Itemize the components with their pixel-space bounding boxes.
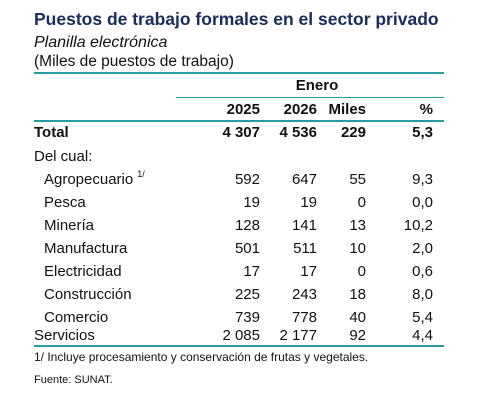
- col-header-pct: %: [419, 101, 433, 118]
- cell-pct: 9,3: [412, 171, 433, 188]
- cell-miles: 40: [349, 309, 366, 326]
- cell-miles: 55: [349, 171, 366, 188]
- header-rule: [34, 120, 444, 122]
- row-label: Comercio: [44, 309, 109, 326]
- footnote-marker: 1/: [137, 169, 145, 179]
- row-label: Electricidad: [44, 263, 122, 280]
- row-label: Minería: [44, 217, 95, 234]
- cell-miles: 229: [340, 124, 366, 141]
- page-title: Puestos de trabajo formales en el sector…: [34, 9, 439, 29]
- bottom-rule: [34, 345, 444, 347]
- col-header-2026: 2026: [283, 101, 317, 118]
- cell-pct: 2,0: [412, 240, 433, 257]
- cell-2026: 511: [293, 240, 317, 257]
- row-label: Manufactura: [44, 240, 128, 257]
- cell-miles: 0: [357, 194, 366, 211]
- cell-2025: 2 085: [222, 327, 260, 344]
- page-subtitle: Planilla electrónica: [34, 34, 168, 51]
- section-label: Del cual:: [34, 148, 93, 165]
- group-header-enero: Enero: [295, 77, 339, 94]
- cell-2026: 2 177: [279, 327, 317, 344]
- col-header-2025: 2025: [226, 101, 260, 118]
- cell-miles: 13: [349, 217, 366, 234]
- cell-pct: 5,3: [412, 124, 433, 141]
- top-rule: [34, 72, 444, 74]
- row-label: Construcción: [44, 286, 132, 303]
- cell-pct: 0,6: [412, 263, 433, 280]
- cell-2025: 128: [234, 217, 260, 234]
- cell-2026: 4 536: [279, 124, 317, 141]
- cell-2026: 778: [291, 309, 317, 326]
- unit-label: (Miles de puestos de trabajo): [34, 53, 234, 70]
- cell-2025: 225: [234, 286, 260, 303]
- row-label: Agropecuario 1/: [44, 169, 145, 188]
- cell-2025: 17: [243, 263, 260, 280]
- cell-miles: 92: [349, 327, 366, 344]
- cell-pct: 5,4: [412, 309, 433, 326]
- cell-miles: 18: [349, 286, 366, 303]
- row-label-text: Agropecuario: [44, 171, 134, 188]
- cell-2025: 592: [234, 171, 260, 188]
- cell-pct: 8,0: [412, 286, 433, 303]
- row-label: Pesca: [44, 194, 86, 211]
- cell-pct: 0,0: [412, 194, 433, 211]
- cell-miles: 10: [349, 240, 366, 257]
- cell-2025: 19: [243, 194, 260, 211]
- cell-2025: 4 307: [222, 124, 260, 141]
- cell-2026: 243: [291, 286, 317, 303]
- cell-pct: 4,4: [412, 327, 433, 344]
- cell-2026: 19: [300, 194, 317, 211]
- cell-pct: 10,2: [403, 217, 433, 234]
- cell-2025: 739: [234, 309, 260, 326]
- row-label: Servicios: [34, 327, 95, 344]
- cell-2026: 17: [300, 263, 317, 280]
- source-note: Fuente: SUNAT.: [34, 374, 113, 386]
- row-label: Total: [34, 124, 69, 141]
- cell-2026: 647: [291, 171, 317, 188]
- cell-2026: 141: [291, 217, 317, 234]
- group-rule: [176, 97, 444, 98]
- cell-miles: 0: [357, 263, 366, 280]
- cell-2025: 501: [234, 240, 260, 257]
- footnote: 1/ Incluye procesamiento y conservación …: [34, 350, 369, 364]
- col-header-miles: Miles: [328, 101, 366, 118]
